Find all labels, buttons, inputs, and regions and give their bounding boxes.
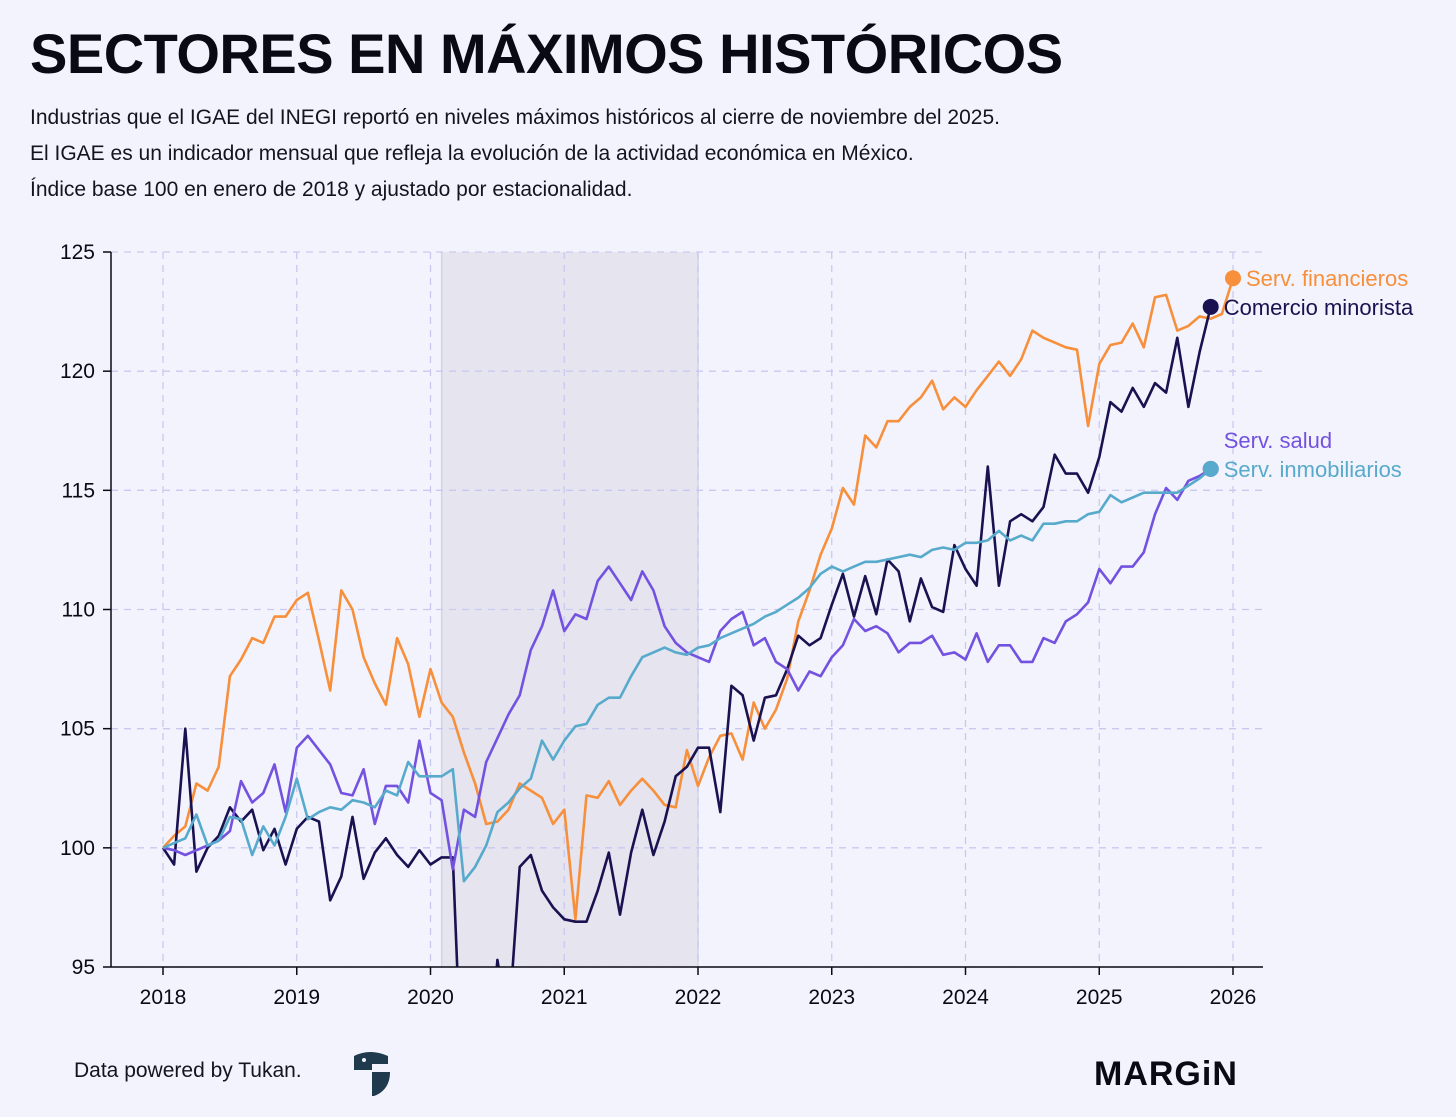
series-label-3: Serv. inmobiliarios (1224, 457, 1402, 482)
x-tick-label: 2023 (808, 986, 855, 1009)
chart-title: SECTORES EN MÁXIMOS HISTÓRICOS (30, 22, 1063, 85)
series-line-0 (162, 277, 1235, 921)
subtitle-line-3: Índice base 100 en enero de 2018 y ajust… (30, 178, 633, 201)
tukan-logo-icon (350, 1050, 394, 1103)
y-tick-label: 125 (60, 241, 95, 264)
y-tick-label: 95 (72, 956, 95, 979)
series-end-marker-0 (1225, 270, 1241, 287)
subtitle-line-1: Industrias que el IGAE del INEGI reportó… (30, 106, 1000, 129)
y-tick-label: 120 (60, 360, 95, 383)
x-tick-label: 2018 (140, 986, 187, 1009)
y-tick-label: 100 (60, 837, 95, 860)
subtitle-line-2: El IGAE es un indicador mensual que refl… (30, 142, 914, 165)
series-label-0: Serv. financieros (1246, 266, 1408, 291)
series-label-1: Comercio minorista (1224, 295, 1414, 320)
brand-logo: MARGiN (1094, 1055, 1238, 1093)
chart-subtitle: Industrias que el IGAE del INEGI reportó… (30, 100, 1000, 208)
x-tick-label: 2026 (1210, 986, 1257, 1009)
x-tick-label: 2022 (675, 986, 722, 1009)
series-label-2: Serv. salud (1224, 428, 1332, 453)
series-line-2 (162, 467, 1212, 871)
series-end-marker-3 (1202, 460, 1219, 477)
x-tick-label: 2024 (942, 986, 989, 1009)
y-tick-label: 105 (60, 718, 95, 741)
series-line-1 (161, 306, 1212, 967)
series-end-marker-1 (1202, 298, 1219, 315)
data-source-text: Data powered by Tukan. (74, 1059, 302, 1082)
series-line-3 (162, 467, 1212, 883)
x-tick-label: 2025 (1076, 986, 1123, 1009)
x-tick-label: 2021 (541, 986, 588, 1009)
y-tick-label: 110 (62, 599, 95, 622)
y-tick-label: 115 (62, 479, 95, 502)
x-tick-label: 2019 (273, 986, 320, 1009)
x-tick-label: 2020 (407, 986, 454, 1009)
